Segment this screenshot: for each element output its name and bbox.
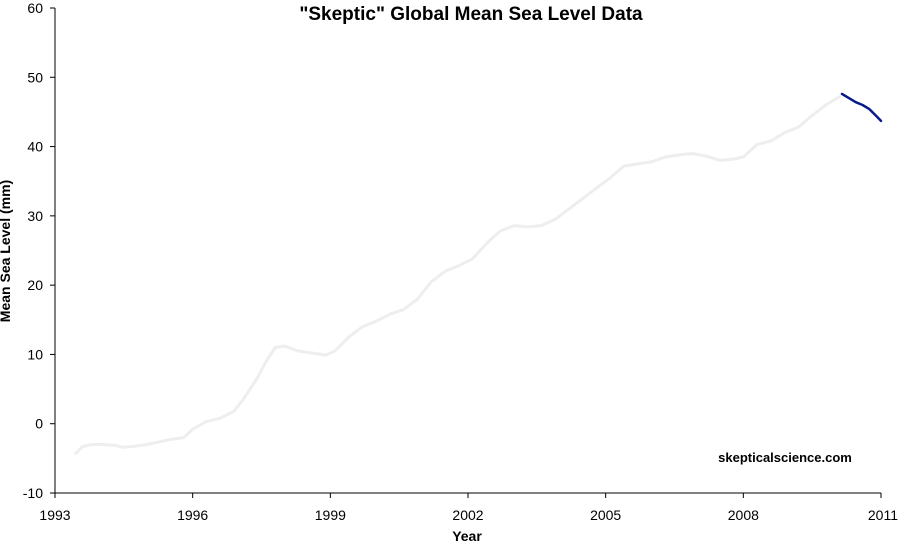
series-line-full-record bbox=[74, 95, 842, 455]
x-axis-label: Year bbox=[452, 528, 482, 543]
y-tick-label: 10 bbox=[27, 346, 43, 362]
y-tick-label: 30 bbox=[27, 208, 43, 224]
x-tick-label: 1993 bbox=[39, 507, 70, 523]
x-tick-label: 1996 bbox=[177, 507, 208, 523]
x-axis-ticks: 1993 1996 1999 2002 2005 2008 2011 bbox=[39, 493, 898, 523]
y-tick-label: -10 bbox=[23, 485, 43, 501]
y-tick-label: 60 bbox=[27, 0, 43, 16]
y-axis-label: Mean Sea Level (mm) bbox=[0, 180, 13, 322]
x-tick-label: 1999 bbox=[315, 507, 346, 523]
x-tick-label: 2002 bbox=[452, 507, 483, 523]
y-axis-ticks: -10 0 10 20 30 40 50 60 bbox=[23, 0, 55, 501]
y-tick-label: 0 bbox=[35, 416, 43, 432]
y-tick-label: 20 bbox=[27, 277, 43, 293]
series-layer bbox=[74, 92, 883, 455]
series-line-recent-segment bbox=[840, 92, 883, 123]
y-tick-label: 40 bbox=[27, 139, 43, 155]
credit-annotation: skepticalscience.com bbox=[718, 450, 852, 465]
y-tick-label: 50 bbox=[27, 69, 43, 85]
chart-title: "Skeptic" Global Mean Sea Level Data bbox=[299, 4, 643, 25]
x-tick-label: 2005 bbox=[590, 507, 621, 523]
x-tick-label: 2008 bbox=[728, 507, 759, 523]
x-tick-label: 2011 bbox=[868, 507, 898, 523]
